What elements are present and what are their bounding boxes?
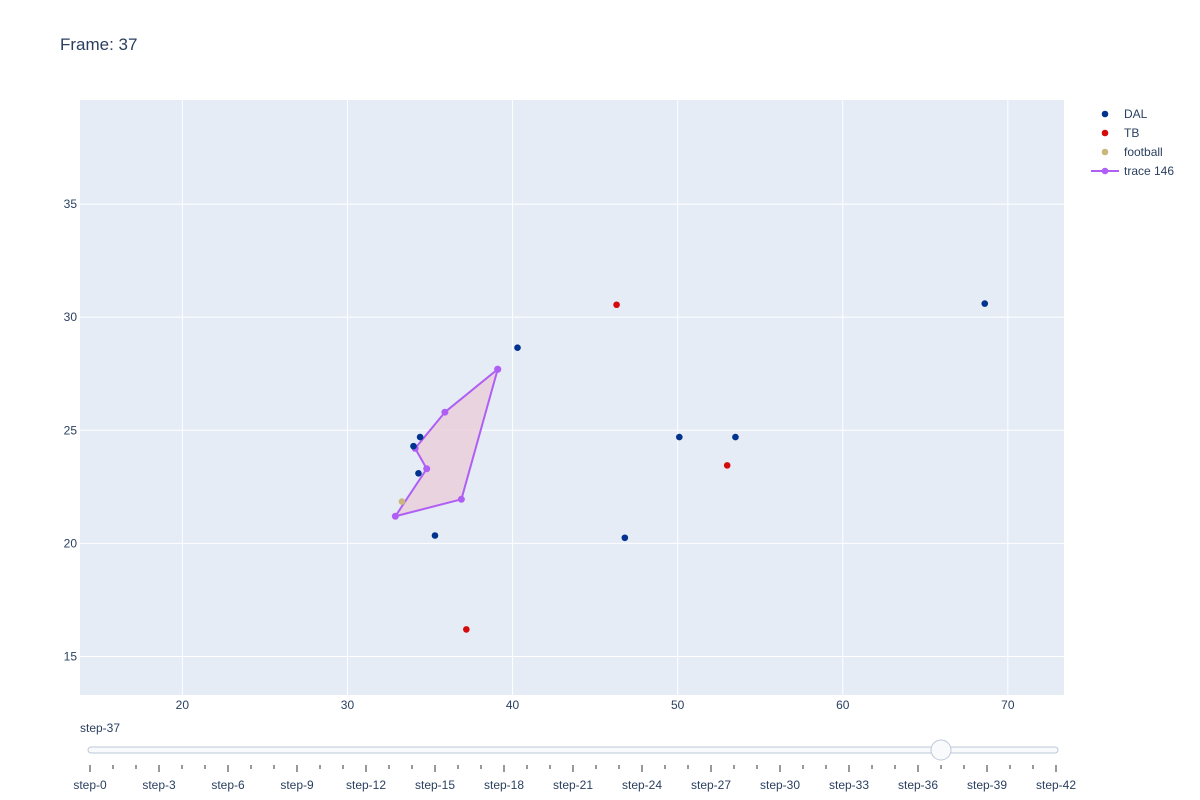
slider-tick-label: step-6	[211, 778, 245, 792]
frame-slider[interactable]: step-37 step-0 step-3 step-6 step-9 step-12 s…	[73, 721, 1076, 792]
dal-point	[514, 344, 521, 352]
dal-point	[410, 442, 417, 450]
y-axis: 15 20 25 30 35	[64, 197, 78, 663]
chart-title: Frame: 37	[60, 35, 137, 54]
slider-track[interactable]	[87, 746, 1059, 754]
dal-point	[621, 534, 629, 542]
legend-label: DAL	[1124, 107, 1148, 121]
trace-146-area	[391, 365, 502, 520]
legend-item-trace-146[interactable]: trace 146	[1091, 164, 1174, 178]
slider-tick-label: step-39	[967, 778, 1007, 792]
legend-marker	[1101, 148, 1109, 156]
dal-point	[416, 433, 424, 441]
x-tick-label: 50	[671, 698, 685, 712]
slider-tick-label: step-0	[73, 778, 107, 792]
x-tick-label: 20	[176, 698, 190, 712]
x-tick-label: 40	[506, 698, 520, 712]
slider-tick-label: step-15	[415, 778, 455, 792]
y-tick-label: 35	[64, 197, 78, 211]
y-tick-label: 30	[64, 310, 78, 324]
dal-point	[676, 433, 683, 441]
slider-tick-label: step-12	[346, 778, 386, 792]
slider-handle[interactable]	[930, 739, 952, 761]
slider-tick-label: step-36	[898, 778, 938, 792]
legend: DAL TB football trace 146	[1091, 107, 1174, 178]
slider-current-label: step-37	[80, 721, 120, 735]
legend-marker	[1101, 110, 1109, 118]
scatter-points	[398, 300, 989, 633]
slider-tick-label: step-30	[760, 778, 800, 792]
x-tick-label: 30	[341, 698, 355, 712]
legend-label: TB	[1124, 126, 1139, 140]
x-axis: 20 30 40 50 60 70	[176, 698, 1015, 712]
legend-item-football[interactable]: football	[1101, 145, 1163, 159]
trace-146-point	[423, 465, 431, 473]
y-tick-label: 20	[64, 536, 78, 550]
x-tick-label: 70	[1001, 698, 1015, 712]
trace-146-point	[391, 512, 399, 520]
legend-marker	[1101, 129, 1109, 137]
plot-area	[80, 100, 1064, 695]
slider-tick-label: step-27	[691, 778, 731, 792]
tb-point	[613, 301, 620, 309]
legend-label: football	[1124, 145, 1163, 159]
tb-point	[723, 462, 731, 469]
dal-point	[981, 300, 989, 307]
slider-tick-label: step-18	[484, 778, 524, 792]
trace-146-point	[441, 408, 449, 416]
slider-tick-label: step-21	[553, 778, 593, 792]
football-point	[398, 498, 406, 505]
dal-point	[732, 433, 739, 441]
legend-item-dal[interactable]: DAL	[1101, 107, 1148, 121]
legend-marker	[1101, 167, 1109, 175]
slider-tick-label: step-33	[829, 778, 869, 792]
legend-label: trace 146	[1124, 164, 1174, 178]
dal-point	[415, 469, 422, 477]
dal-point	[431, 532, 439, 539]
slider-tick-label: step-24	[622, 778, 662, 792]
trace-146-point	[494, 365, 502, 373]
y-tick-label: 25	[64, 423, 78, 437]
y-tick-label: 15	[64, 650, 78, 664]
legend-item-tb[interactable]: TB	[1101, 126, 1140, 140]
slider-tick-label: step-3	[142, 778, 176, 792]
trace-146-point	[457, 495, 465, 503]
tb-point	[463, 626, 470, 633]
slider-tick-label: step-9	[280, 778, 314, 792]
x-tick-label: 60	[836, 698, 850, 712]
grid	[80, 100, 1064, 695]
slider-tick-label: step-42	[1036, 778, 1076, 792]
